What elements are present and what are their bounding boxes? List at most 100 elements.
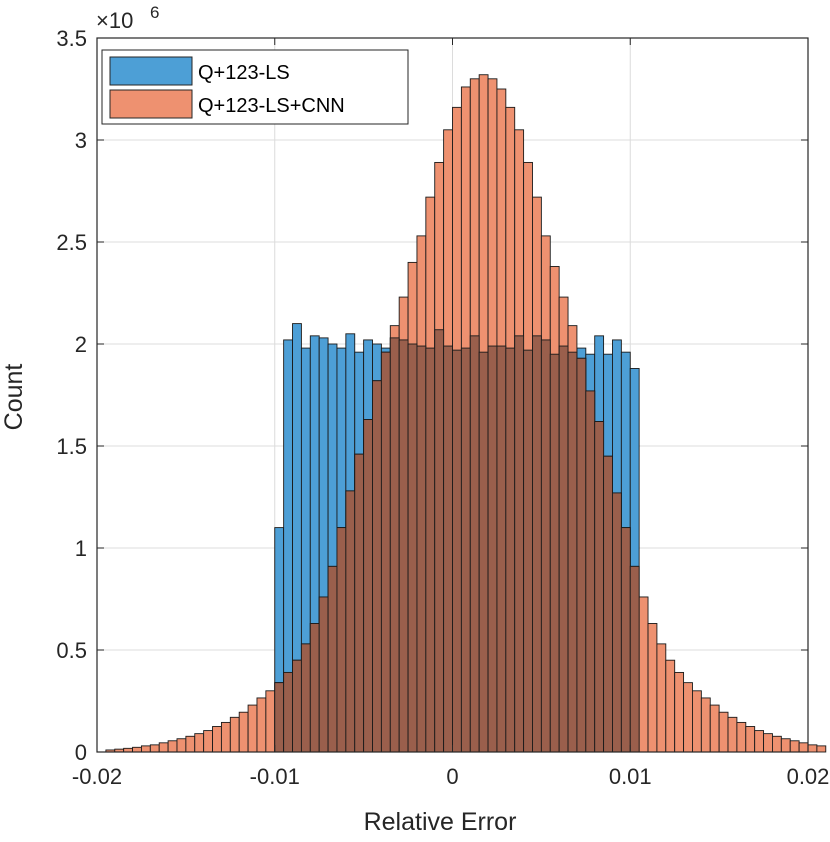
bar-overlap [585,390,596,753]
bar-q123ls-cnn [798,742,809,753]
bar-q123ls-cnn [132,746,142,753]
legend-label-q123ls: Q+123-LS [198,62,290,84]
bar-q123ls-cnn [665,659,676,753]
bar-overlap [558,345,569,753]
bar-q123ls-cnn [149,744,160,753]
bar-q123ls-cnn [763,733,773,753]
y-tick-label: 0 [75,740,87,765]
y-tick-label: 1 [75,536,87,561]
bar-q123ls-cnn [220,721,231,753]
y-tick-label: 0.5 [56,638,87,663]
bar-overlap [425,347,436,753]
bar-overlap [354,453,365,753]
bar-q123ls-cnn [709,704,720,753]
bar-overlap [274,682,285,753]
legend-swatch-q123ls [109,56,193,86]
bar-overlap [594,421,605,753]
bar-overlap [460,347,471,753]
bar-q123ls-cnn [754,730,765,753]
bar-q123ls-cnn [736,721,747,753]
bar-overlap [300,643,311,753]
bar-overlap [487,345,498,753]
bar-overlap [540,339,551,753]
legend: Q+123-LS Q+123-LS+CNN [101,49,409,125]
bar-q123ls-cnn [638,596,649,753]
bar-overlap [336,527,347,753]
x-tick-label: -0.02 [72,764,122,789]
bar-q123ls-cnn [692,690,702,753]
bar-overlap [443,345,453,753]
bar-q123ls-cnn [167,740,178,753]
bar-q123ls-cnn [745,726,756,753]
bar-q123ls-cnn [700,697,711,753]
bar-overlap [514,335,525,753]
bar-overlap [318,596,329,753]
bar-overlap [407,343,418,753]
x-axis-ticks: -0.02 -0.01 0 0.01 0.02 [72,38,829,789]
y-tick-label: 1.5 [56,434,87,459]
bar-overlap [372,380,382,753]
x-axis-label: Relative Error [364,808,517,836]
bar-overlap [523,349,533,753]
y-axis-label: Count [0,364,28,431]
bar-overlap [380,351,391,753]
bar-overlap [576,357,587,753]
bar-q123ls-cnn [674,671,685,753]
bar-overlap [532,335,542,753]
bar-q123ls-cnn [780,738,791,753]
bar-overlap [478,351,489,753]
bar-q123ls-cnn [203,730,213,753]
bar-q123ls-cnn [238,711,249,753]
x-tick-label: 0 [446,764,458,789]
bar-q123ls-cnn [647,623,658,753]
bar-q123ls-cnn [247,704,258,753]
bar-q123ls-cnn [807,744,818,753]
bar-q123ls-cnn [158,742,169,753]
x-tick-label: 0.02 [787,764,830,789]
y-tick-label: 2 [75,332,87,357]
bar-overlap [363,419,373,753]
x-tick-label: -0.01 [250,764,300,789]
bar-q123ls-cnn [212,726,222,753]
bar-overlap [416,345,427,753]
bar-overlap [327,565,338,753]
y-tick-label: 3 [75,128,87,153]
x-tick-label: 0.01 [609,764,652,789]
bar-q123ls-cnn [265,690,276,753]
bar-overlap [434,329,445,753]
bar-q123ls-cnn [229,716,240,753]
bar-q123ls-cnn [727,716,738,753]
bar-q123ls-cnn [816,745,827,753]
bar-overlap [549,353,560,753]
bar-overlap [309,623,320,753]
bar-overlap [469,335,480,753]
bar-q123ls-cnn [772,735,782,753]
bar-overlap [629,565,640,753]
legend-label-q123ls-cnn: Q+123-LS+CNN [198,95,345,117]
bar-overlap [389,337,400,753]
bar-overlap [452,349,462,753]
bar-overlap [620,527,631,753]
bar-q123ls-cnn [683,682,693,753]
bar-overlap [398,339,409,753]
bar-q123ls-cnn [176,738,187,753]
bar-q123ls-cnn [194,733,205,753]
y-tick-label: 3.5 [56,26,87,51]
bar-overlap [292,659,302,753]
bar-overlap [496,345,507,753]
y-exponent-power: 6 [150,3,159,22]
y-exponent-label: ×10 [96,8,133,33]
bar-q123ls-cnn [789,740,800,753]
bar-overlap [283,671,293,753]
bar-q123ls-cnn [185,735,196,753]
bar-q123ls-cnn [140,745,151,753]
bar-q123ls-cnn [256,697,267,753]
legend-swatch-q123ls-cnn [109,89,193,119]
bar-overlap [567,351,578,753]
bar-overlap [612,492,622,753]
bar-q123ls-cnn [718,711,729,753]
bar-overlap [505,347,516,753]
bar-overlap [345,490,356,753]
y-axis-ticks: 0 0.5 1 1.5 2 2.5 3 3.5 [56,26,808,765]
